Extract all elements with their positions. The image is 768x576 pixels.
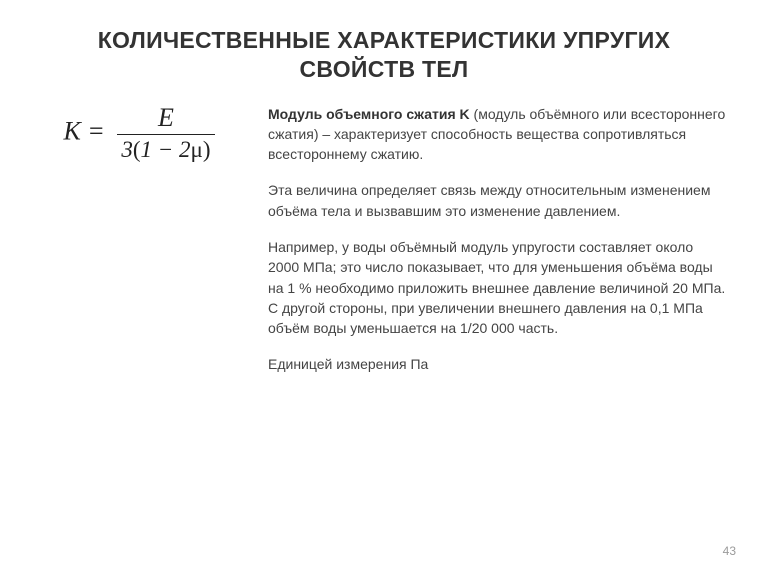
formula-lhs: K (63, 116, 80, 145)
paragraph-4: Единицей измерения Па (268, 354, 728, 374)
den-paren-close: ) (203, 137, 211, 162)
den-prefix: 3 (121, 137, 133, 162)
paragraph-2: Эта величина определяет связь между отно… (268, 180, 728, 221)
formula-fraction: E3(1 − 2μ) (117, 104, 214, 163)
body-column: Модуль объемного сжатия K (модуль объёмн… (268, 102, 734, 391)
formula-numerator: E (117, 104, 214, 136)
den-inner-a: 1 − 2 (141, 137, 191, 162)
content-row: K = E3(1 − 2μ) Модуль объемного сжатия K… (30, 102, 738, 391)
page-number: 43 (723, 544, 736, 558)
formula-eq: = (81, 116, 112, 145)
formula-block: K = E3(1 − 2μ) (34, 102, 244, 391)
slide: КОЛИЧЕСТВЕННЫЕ ХАРАКТЕРИСТИКИ УПРУГИХ СВ… (0, 0, 768, 576)
para1-bold: Модуль объемного сжатия K (268, 106, 470, 122)
equation: K = E3(1 − 2μ) (63, 104, 214, 163)
paragraph-3: Например, у воды объёмный модуль упругос… (268, 237, 728, 338)
slide-title: КОЛИЧЕСТВЕННЫЕ ХАРАКТЕРИСТИКИ УПРУГИХ СВ… (40, 26, 728, 84)
den-paren-open: ( (133, 137, 141, 162)
den-mu: μ (191, 137, 203, 162)
paragraph-1: Модуль объемного сжатия K (модуль объёмн… (268, 104, 728, 165)
formula-denominator: 3(1 − 2μ) (117, 135, 214, 162)
